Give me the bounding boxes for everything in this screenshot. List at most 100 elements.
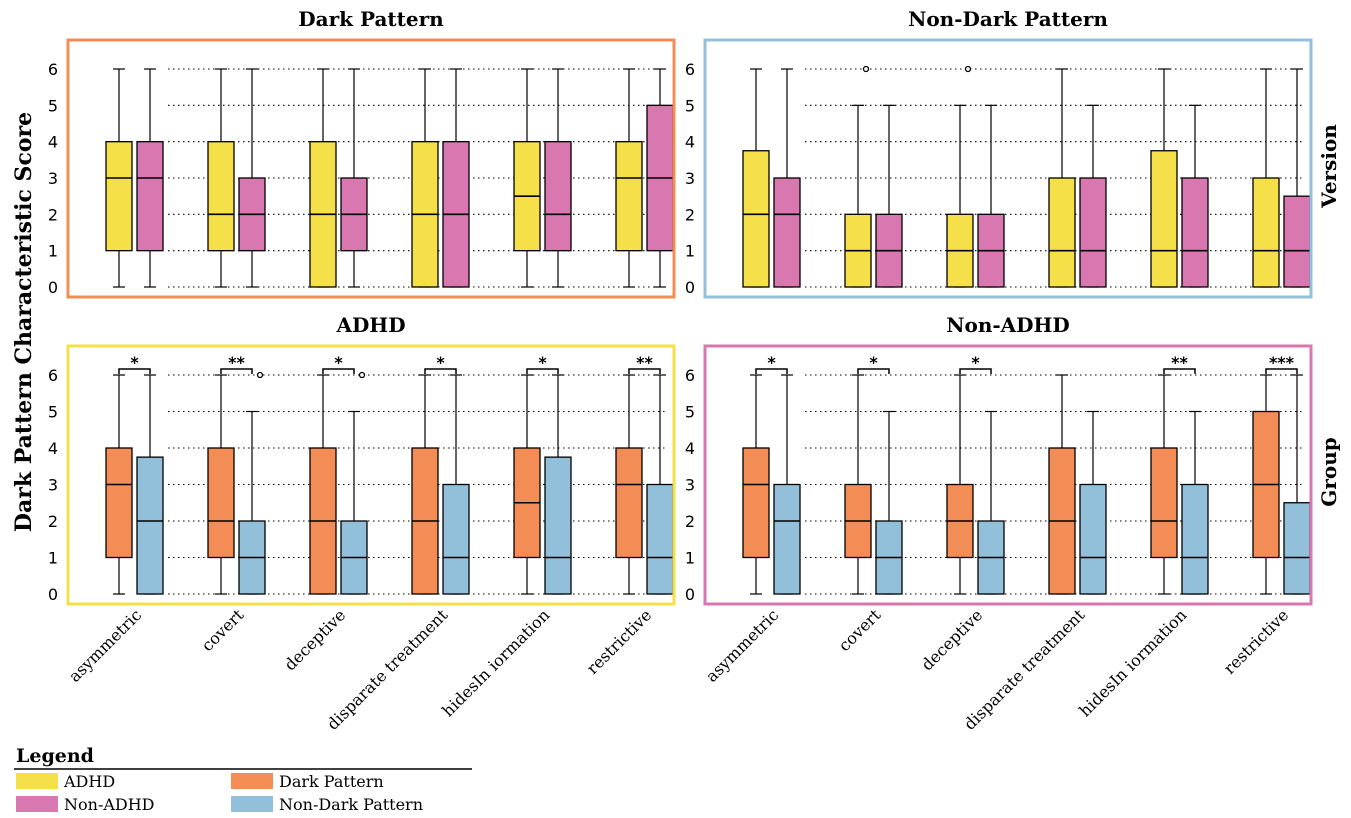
- significance-bracket: [424, 368, 457, 374]
- box: [207, 447, 235, 559]
- row-label-version: Version: [1317, 124, 1341, 209]
- y-tick-label: 3: [48, 169, 58, 188]
- y-tick-label: 3: [48, 476, 58, 495]
- y-tick-label: 4: [48, 133, 58, 152]
- panel-frame: [66, 344, 676, 606]
- y-tick-label: 5: [685, 403, 695, 422]
- box: [1048, 177, 1076, 288]
- outlier-point: [964, 65, 972, 73]
- significance-label: **: [228, 353, 245, 372]
- significance-bracket: [1163, 368, 1196, 374]
- significance-label: **: [1171, 353, 1188, 372]
- y-tick-label: 0: [685, 585, 695, 604]
- legend-label: Dark Pattern: [279, 772, 384, 791]
- box: [773, 177, 801, 288]
- significance-label: *: [971, 353, 980, 372]
- y-tick-label: 4: [685, 439, 695, 458]
- y-tick-label: 5: [48, 403, 58, 422]
- y-tick-label: 4: [48, 439, 58, 458]
- significance-bracket: [118, 368, 151, 374]
- y-tick-label: 6: [685, 366, 695, 385]
- y-tick-label: 6: [685, 60, 695, 79]
- panel-0: Dark Pattern 0 1 2 3 4 5 6: [48, 7, 676, 299]
- significance-label: *: [334, 353, 343, 372]
- y-tick-label: 6: [48, 366, 58, 385]
- y-tick-label: 0: [685, 278, 695, 297]
- box: [742, 447, 770, 559]
- legend-swatch: [231, 773, 273, 789]
- box: [1181, 483, 1209, 595]
- box: [1283, 195, 1311, 288]
- legend-label: ADHD: [63, 772, 115, 791]
- outlier-point: [358, 371, 366, 379]
- x-tick-label: asymmetric: [702, 605, 782, 685]
- x-tick-label: hidesIn iormation: [438, 605, 553, 720]
- significance-bracket: [220, 368, 253, 374]
- box: [1150, 447, 1178, 559]
- significance-bracket: [322, 368, 355, 374]
- legend-title: Legend: [16, 745, 94, 767]
- y-tick-label: 5: [48, 96, 58, 115]
- y-tick-label: 2: [48, 205, 58, 224]
- box: [1079, 483, 1107, 595]
- panel-title: Non-ADHD: [946, 313, 1070, 337]
- legend-swatch: [231, 796, 273, 812]
- box: [136, 141, 164, 252]
- legend-label: Non-ADHD: [64, 795, 155, 814]
- significance-bracket: [1265, 368, 1298, 374]
- significance-bracket: [857, 368, 890, 374]
- y-tick-label: 2: [685, 512, 695, 531]
- significance-bracket: [755, 368, 788, 374]
- y-tick-label: 1: [685, 549, 695, 568]
- panel-frame: [703, 344, 1313, 606]
- legend-swatch: [16, 773, 58, 789]
- box: [615, 141, 643, 252]
- box: [1150, 150, 1178, 288]
- panel-title: Non-Dark Pattern: [908, 7, 1108, 31]
- y-tick-label: 3: [685, 169, 695, 188]
- significance-label: *: [130, 353, 139, 372]
- box: [773, 483, 801, 595]
- significance-label: *: [436, 353, 445, 372]
- box: [544, 456, 572, 595]
- x-tick-label: restrictive: [583, 605, 656, 678]
- significance-label: *: [538, 353, 547, 372]
- box: [615, 447, 643, 559]
- box: [1079, 177, 1107, 288]
- box: [1252, 177, 1280, 288]
- significance-label: *: [869, 353, 878, 372]
- significance-label: **: [636, 353, 653, 372]
- y-tick-label: 5: [685, 96, 695, 115]
- box: [207, 141, 235, 252]
- box: [136, 456, 164, 595]
- legend: Legend ADHD Dark Pattern Non-ADHD Non-Dark P…: [14, 745, 472, 814]
- panels: Dark Pattern 0 1 2 3 4 5 6 Non-Dark Pattern 0 1 2 3 4…: [48, 7, 1313, 734]
- x-tick-label: hidesIn iormation: [1075, 605, 1190, 720]
- box: [1181, 177, 1209, 288]
- significance-label: *: [767, 353, 776, 372]
- box: [442, 483, 470, 595]
- y-tick-label: 1: [48, 242, 58, 261]
- y-axis-label: Dark Pattern Characteristic Score: [11, 112, 37, 532]
- y-tick-label: 0: [48, 278, 58, 297]
- y-tick-label: 0: [48, 585, 58, 604]
- box: [1283, 502, 1311, 595]
- panel-frame: [703, 38, 1313, 299]
- panel-title: Dark Pattern: [298, 7, 444, 31]
- box: [105, 141, 133, 252]
- y-tick-label: 4: [685, 133, 695, 152]
- significance-bracket: [959, 368, 992, 374]
- panel-frame: [66, 38, 676, 299]
- outlier-point: [256, 371, 264, 379]
- significance-bracket: [526, 368, 559, 374]
- y-tick-label: 1: [685, 242, 695, 261]
- box: [646, 483, 674, 595]
- x-tick-label: asymmetric: [65, 605, 145, 685]
- x-tick-label: covert: [835, 605, 885, 655]
- x-tick-label: deceptive: [917, 605, 986, 674]
- box: [105, 447, 133, 559]
- x-tick-label: restrictive: [1220, 605, 1293, 678]
